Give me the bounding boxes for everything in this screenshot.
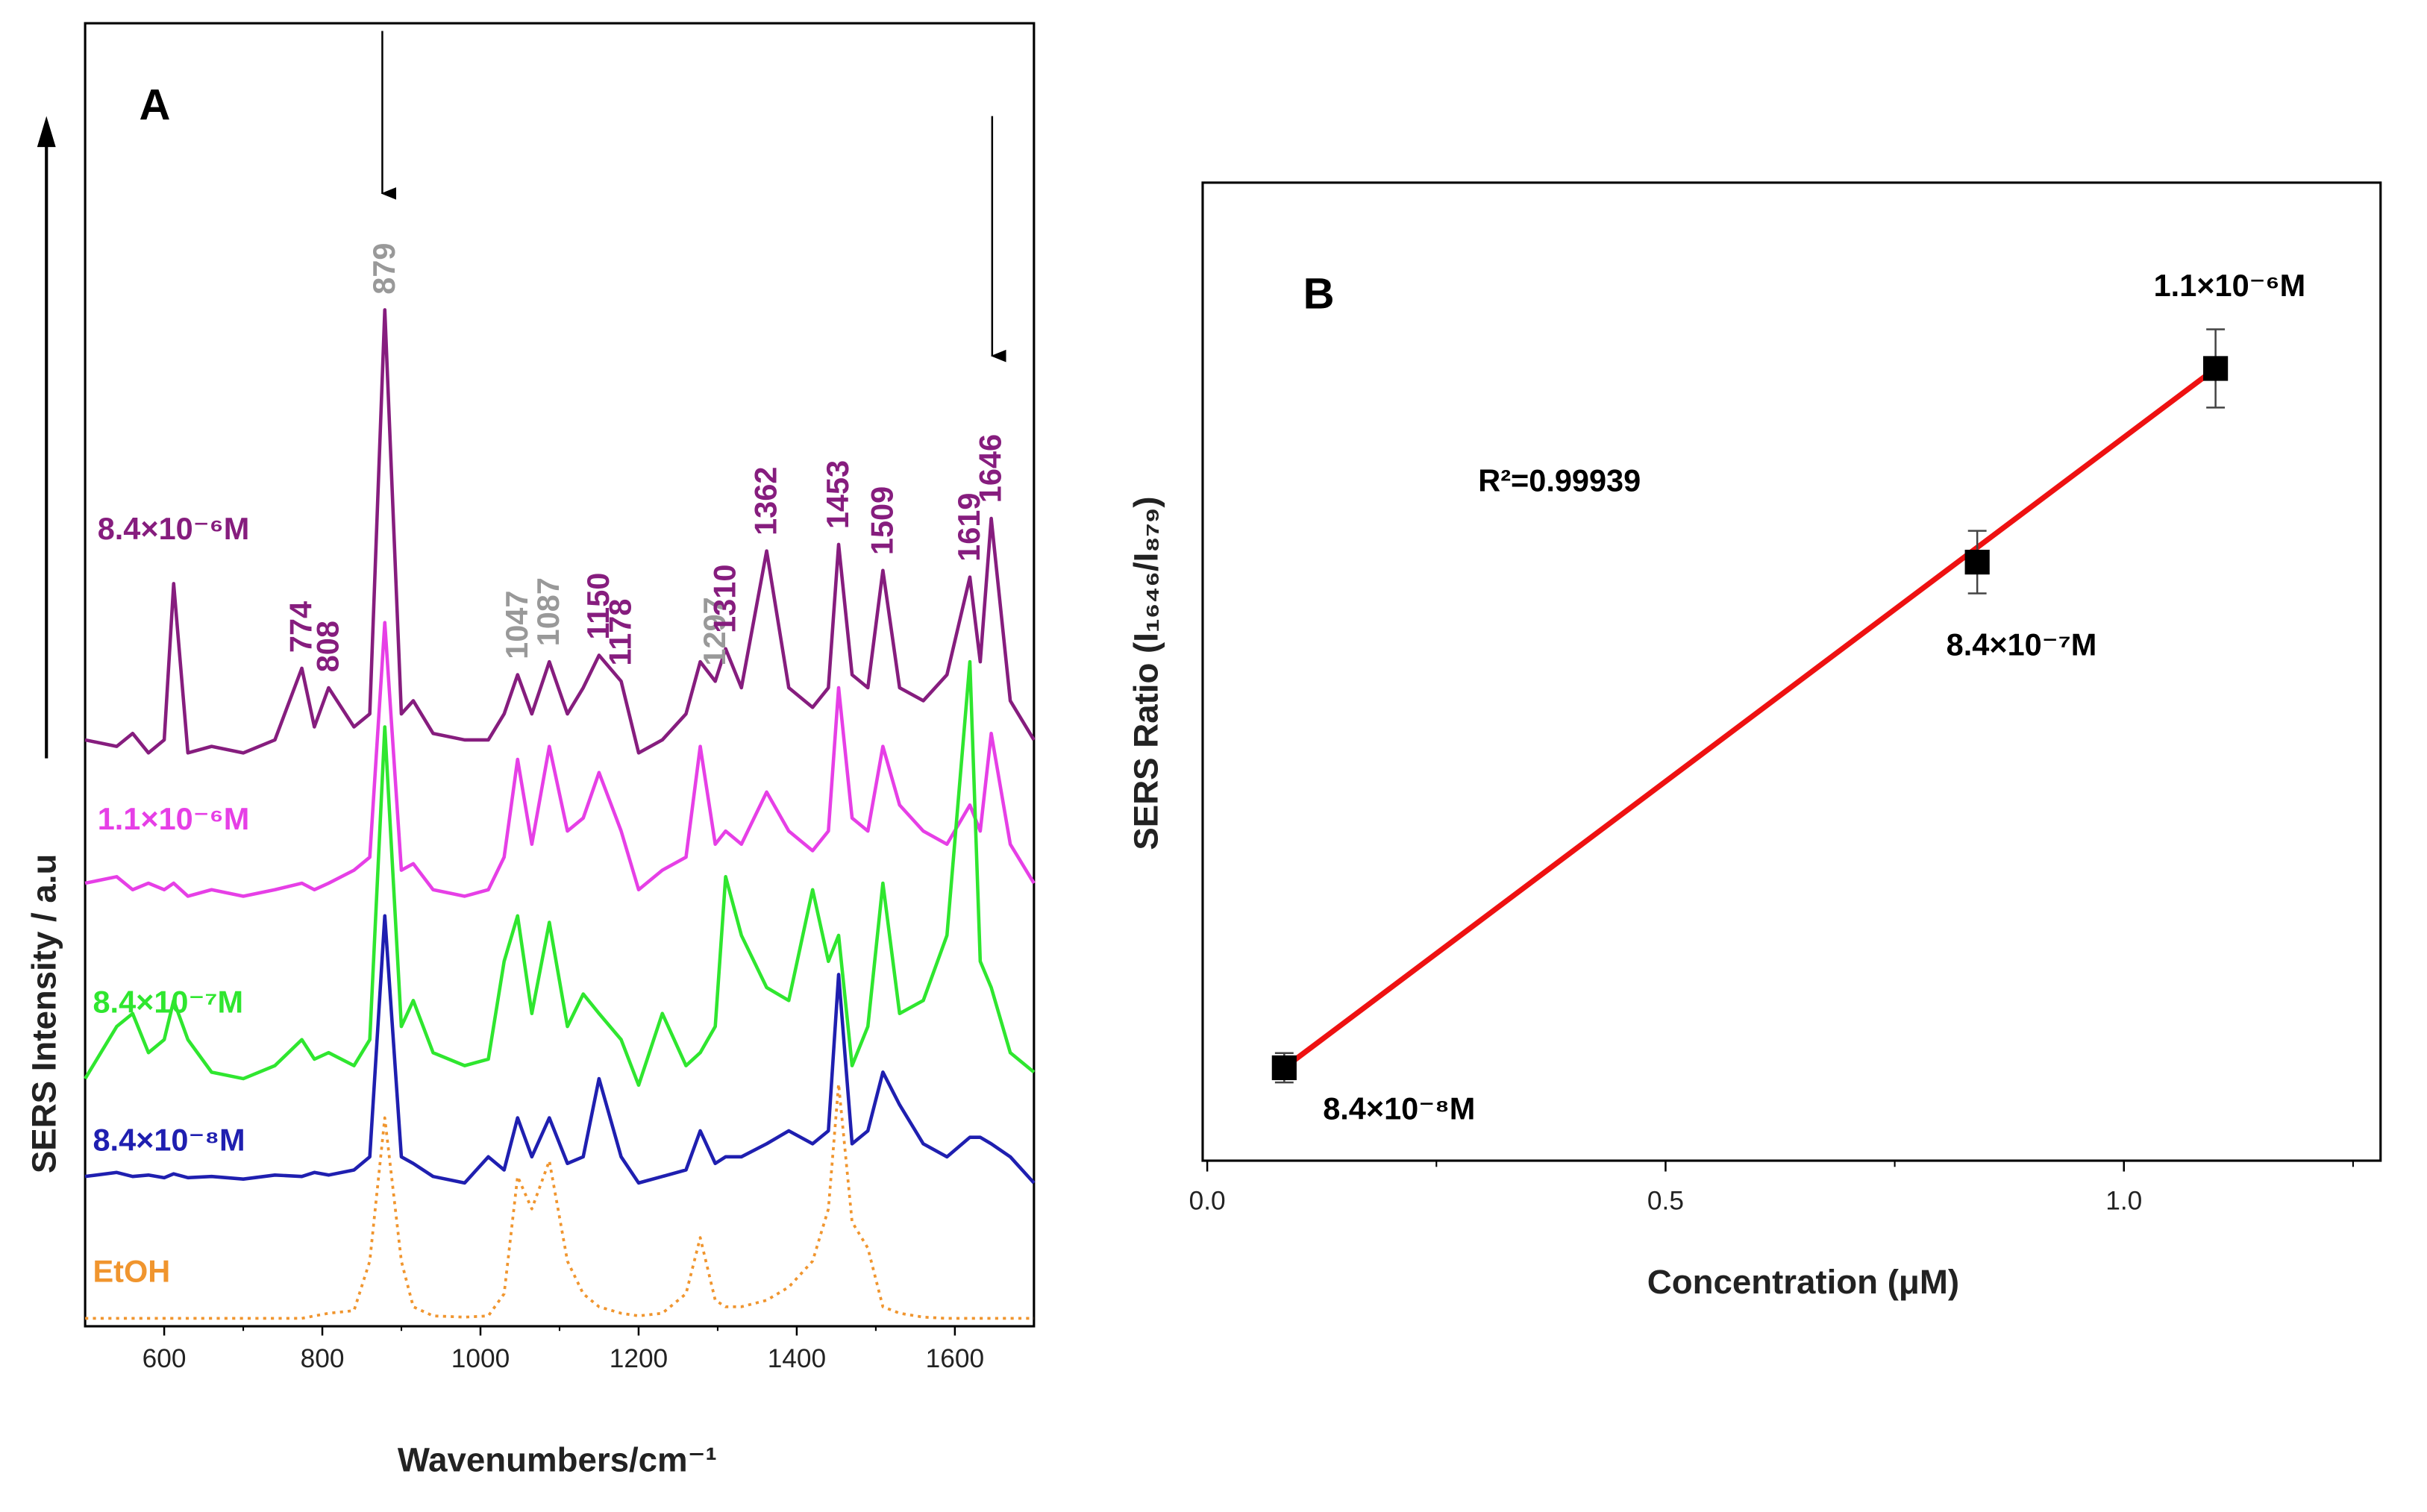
data-point <box>2203 356 2229 381</box>
y-axis-label: SERS Ratio (I₁₆₄₆/I₈₇₉) <box>1127 496 1165 850</box>
peak-label: 1178 <box>603 599 638 666</box>
x-tick-label: 600 <box>143 1344 187 1373</box>
peak-label: 1047 <box>499 591 534 659</box>
panel-label: B <box>1303 270 1335 319</box>
x-tick-label: 1600 <box>926 1344 984 1373</box>
x-tick-label: 1000 <box>451 1344 510 1373</box>
data-point <box>1271 1055 1297 1081</box>
peak-label: 774 <box>284 601 319 653</box>
peak-label: 1646 <box>973 434 1008 503</box>
point-label: 1.1×10⁻⁶M <box>2154 268 2306 303</box>
peak-label: 1619 <box>951 493 986 562</box>
x-axis-label: Wavenumbers/cm⁻¹ <box>398 1441 717 1479</box>
fit-line <box>1283 366 2217 1070</box>
y-axis-label: SERS Intensity / a.u <box>25 854 63 1173</box>
series-label: 8.4×10⁻⁸M <box>93 1122 245 1157</box>
series-label: EtOH <box>93 1253 170 1288</box>
panel-label: A <box>139 81 170 130</box>
peak-label: 1362 <box>748 467 783 536</box>
peak-label: 879 <box>366 243 401 295</box>
intensity-arrow-head <box>37 116 56 148</box>
spectrum-line <box>84 914 1036 1185</box>
x-tick-label: 0.5 <box>1647 1186 1684 1215</box>
x-tick-label: 0.0 <box>1189 1186 1226 1215</box>
spectrum-line <box>84 621 1036 898</box>
series-label: 8.4×10⁻⁷M <box>93 984 243 1019</box>
peak-label: 1453 <box>820 460 855 529</box>
x-axis-label: Concentration (μM) <box>1647 1263 1959 1301</box>
spectrum-line <box>85 1082 1034 1320</box>
point-label: 8.4×10⁻⁸M <box>1323 1091 1475 1126</box>
peak-label: 1087 <box>530 577 566 646</box>
x-tick-label: 1200 <box>610 1344 668 1373</box>
series-label: 1.1×10⁻⁶M <box>98 801 250 836</box>
x-tick-label: 1.0 <box>2105 1186 2142 1215</box>
data-point <box>1964 549 1990 575</box>
peak-label: 808 <box>310 621 345 672</box>
peak-label: 1509 <box>864 486 899 555</box>
r-squared: R²=0.99939 <box>1478 462 1641 498</box>
plot-frame <box>1201 181 2382 1162</box>
point-label: 8.4×10⁻⁷M <box>1947 627 2097 662</box>
peak-label: 1310 <box>707 565 742 633</box>
peak-label: 1297 <box>697 597 732 665</box>
peak-label: 1150 <box>580 573 616 640</box>
spectrum-line <box>84 659 1036 1088</box>
x-tick-label: 1400 <box>768 1344 826 1373</box>
spectrum-line <box>84 308 1036 755</box>
x-tick-label: 800 <box>301 1344 345 1373</box>
series-label: 8.4×10⁻⁶M <box>98 511 250 546</box>
